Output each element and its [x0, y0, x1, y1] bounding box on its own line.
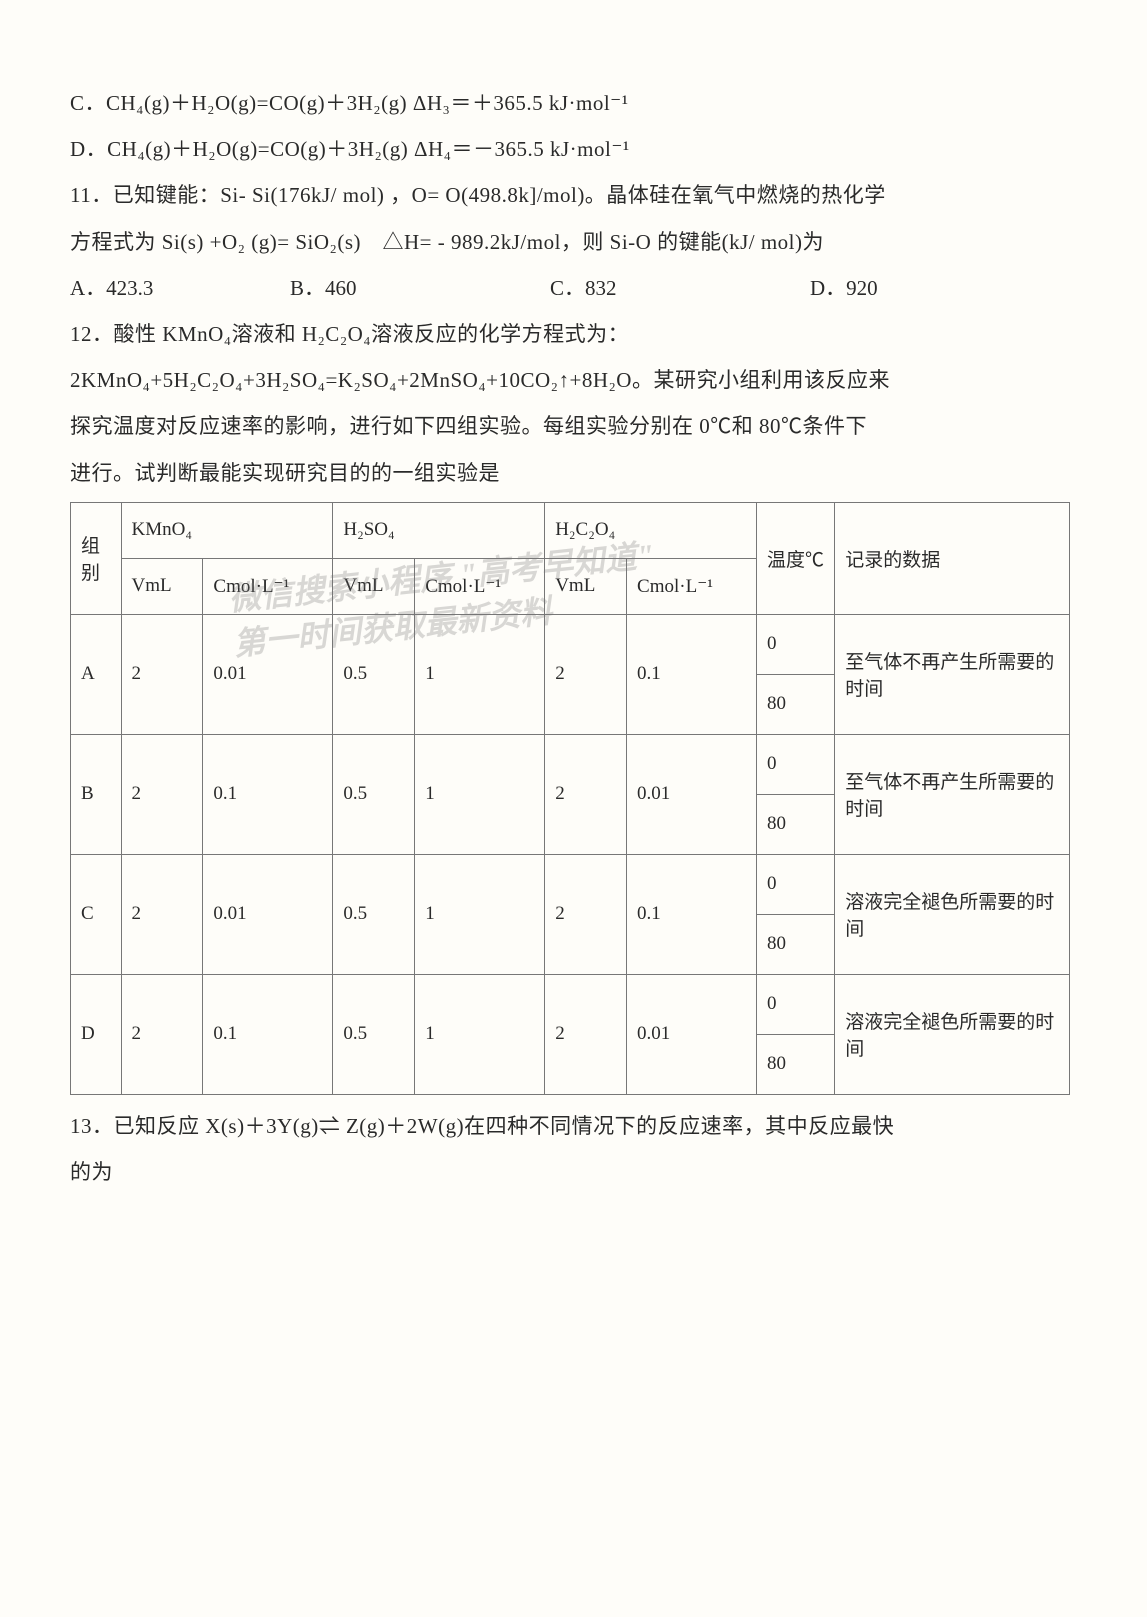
row-c-v2: 0.5	[333, 854, 415, 974]
row-b-c1: 0.1	[203, 734, 333, 854]
q12-stem-line3: 探究温度对反应速率的影响，进行如下四组实验。每组实验分别在 0℃和 80℃条件下	[70, 403, 1077, 449]
row-c-c1: 0.01	[203, 854, 333, 974]
th-h2c2o4: H₂C₂O₄	[545, 502, 757, 558]
th-conc-2: Cmol·L⁻¹	[415, 558, 545, 614]
row-b-t1: 0	[757, 734, 835, 794]
row-a-id: A	[71, 614, 122, 734]
q12-stem-line1: 12．酸性 KMnO₄溶液和 H₂C₂O₄溶液反应的化学方程式为：	[70, 311, 1077, 357]
q11-option-a: A．423.3	[70, 265, 290, 311]
row-a-v2: 0.5	[333, 614, 415, 734]
th-h2so4: H₂SO₄	[333, 502, 545, 558]
th-vml-2: VmL	[333, 558, 415, 614]
th-group: 组别	[71, 502, 122, 614]
th-conc-1: Cmol·L⁻¹	[203, 558, 333, 614]
row-a-c1: 0.01	[203, 614, 333, 734]
row-a-t2: 80	[757, 674, 835, 734]
row-c-v3: 2	[545, 854, 627, 974]
th-kmno4: KMnO₄	[121, 502, 333, 558]
row-a-v3: 2	[545, 614, 627, 734]
th-conc-3: Cmol·L⁻¹	[627, 558, 757, 614]
row-c-c2: 1	[415, 854, 545, 974]
q12-stem-line4: 进行。试判断最能实现研究目的的一组实验是	[70, 450, 1077, 496]
row-c-t2: 80	[757, 914, 835, 974]
row-d-c2: 1	[415, 974, 545, 1094]
q11-option-d: D．920	[810, 265, 1077, 311]
row-a-t1: 0	[757, 614, 835, 674]
th-record: 记录的数据	[835, 502, 1070, 614]
q12-stem-line2: 2KMnO₄+5H₂C₂O₄+3H₂SO₄=K₂SO₄+2MnSO₄+10CO₂…	[70, 357, 1077, 403]
row-c-id: C	[71, 854, 122, 974]
row-c-t1: 0	[757, 854, 835, 914]
q11-option-b: B．460	[290, 265, 550, 311]
row-d-c3: 0.01	[627, 974, 757, 1094]
q11-options-row: A．423.3 B．460 C．832 D．920	[70, 265, 1077, 311]
row-d-id: D	[71, 974, 122, 1094]
row-b-v2: 0.5	[333, 734, 415, 854]
q11-stem-line1: 11．已知键能：Si- Si(176kJ/ mol) ，O= O(498.8k]…	[70, 172, 1077, 218]
row-d-t2: 80	[757, 1034, 835, 1094]
row-b-c3: 0.01	[627, 734, 757, 854]
row-b-v3: 2	[545, 734, 627, 854]
row-d-v1: 2	[121, 974, 203, 1094]
th-vml-3: VmL	[545, 558, 627, 614]
q11-stem-line2: 方程式为 Si(s) +O₂ (g)= SiO₂(s) △H= - 989.2k…	[70, 219, 1077, 265]
row-a-c2: 1	[415, 614, 545, 734]
row-c-v1: 2	[121, 854, 203, 974]
row-b-id: B	[71, 734, 122, 854]
row-d-c1: 0.1	[203, 974, 333, 1094]
q13-stem-line2: 的为	[70, 1149, 1077, 1195]
experiment-table: 组别 KMnO₄ H₂SO₄ H₂C₂O₄ 温度℃ 记录的数据 VmL Cmol…	[70, 502, 1070, 1095]
row-a-c3: 0.1	[627, 614, 757, 734]
row-d-t1: 0	[757, 974, 835, 1034]
option-d-text: D．CH₄(g)＋H₂O(g)=CO(g)＋3H₂(g) ΔH₄＝－365.5 …	[70, 126, 1077, 172]
row-a-rec: 至气体不再产生所需要的时间	[835, 614, 1070, 734]
option-c-text: C．CH₄(g)＋H₂O(g)=CO(g)＋3H₂(g) ΔH₃＝＋365.5 …	[70, 80, 1077, 126]
row-b-rec: 至气体不再产生所需要的时间	[835, 734, 1070, 854]
row-b-t2: 80	[757, 794, 835, 854]
q11-option-c: C．832	[550, 265, 810, 311]
th-vml-1: VmL	[121, 558, 203, 614]
row-d-v2: 0.5	[333, 974, 415, 1094]
row-c-rec: 溶液完全褪色所需要的时间	[835, 854, 1070, 974]
row-a-v1: 2	[121, 614, 203, 734]
row-d-v3: 2	[545, 974, 627, 1094]
row-b-v1: 2	[121, 734, 203, 854]
row-c-c3: 0.1	[627, 854, 757, 974]
row-d-rec: 溶液完全褪色所需要的时间	[835, 974, 1070, 1094]
th-temp: 温度℃	[757, 502, 835, 614]
q13-stem-line1: 13．已知反应 X(s)＋3Y(g)⇌ Z(g)＋2W(g)在四种不同情况下的反…	[70, 1103, 1077, 1149]
row-b-c2: 1	[415, 734, 545, 854]
